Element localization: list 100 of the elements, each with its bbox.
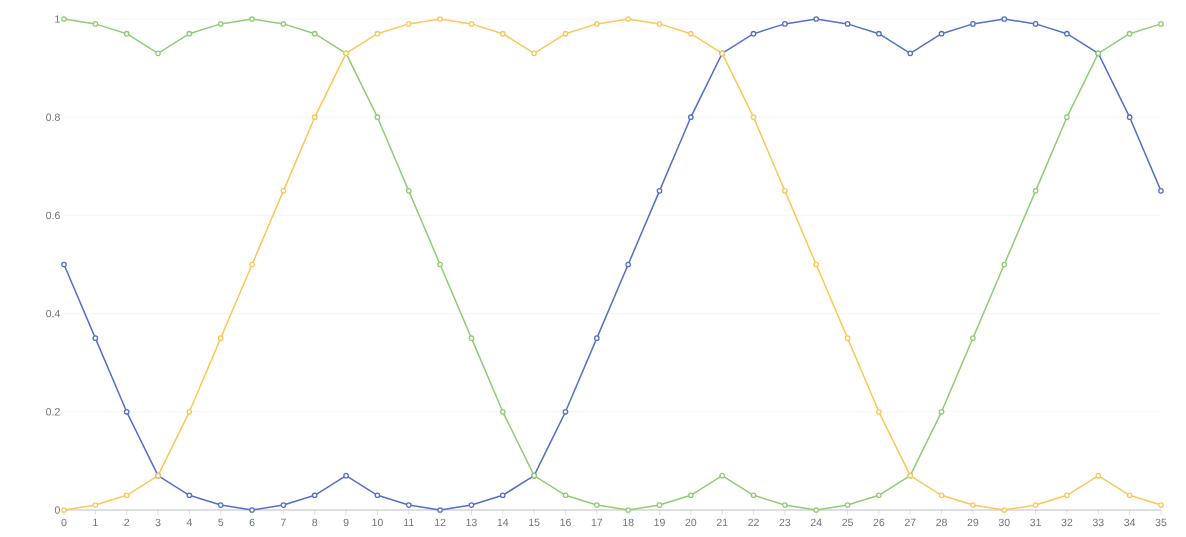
x-tick-label: 29 — [967, 518, 979, 527]
x-tick-label: 27 — [904, 518, 916, 527]
point — [562, 408, 569, 415]
x-tick-label: 20 — [685, 518, 697, 527]
point — [437, 507, 443, 513]
x-tick-label: 21 — [716, 518, 728, 527]
point — [186, 408, 193, 415]
point — [750, 114, 757, 121]
point — [186, 30, 193, 37]
point — [1126, 30, 1133, 37]
point — [1126, 492, 1133, 499]
x-tick-label: 13 — [466, 518, 477, 527]
point — [374, 492, 381, 499]
point — [1001, 507, 1008, 513]
x-tick-label: 11 — [404, 518, 414, 526]
point — [970, 335, 976, 341]
point — [1158, 21, 1164, 27]
point — [123, 408, 130, 415]
point — [437, 261, 443, 268]
y-tick-label: 0.2 — [46, 408, 60, 416]
point — [311, 492, 318, 499]
point — [938, 30, 945, 37]
point — [405, 21, 412, 27]
x-tick-label: 5 — [218, 518, 224, 527]
point — [687, 30, 694, 37]
point — [1032, 21, 1039, 27]
point — [938, 492, 945, 499]
point — [750, 30, 757, 37]
point — [1032, 502, 1039, 508]
point — [405, 187, 412, 194]
point — [437, 16, 443, 22]
point — [970, 21, 976, 27]
x-tick-label: 33 — [1092, 518, 1104, 527]
point — [249, 507, 255, 513]
x-tick-label: 7 — [281, 518, 286, 526]
y-tick-label: 1 — [55, 15, 60, 23]
point — [970, 502, 976, 508]
point — [625, 261, 632, 268]
point — [499, 492, 506, 499]
point — [750, 492, 757, 499]
point — [531, 50, 537, 57]
point — [562, 30, 569, 37]
x-tick-label: 34 — [1124, 518, 1136, 527]
point — [1001, 261, 1008, 268]
point — [782, 187, 788, 194]
point — [280, 502, 287, 508]
x-tick-label: 31 — [1030, 518, 1041, 527]
point — [280, 187, 287, 194]
point — [155, 50, 161, 57]
point — [217, 502, 224, 508]
point — [405, 502, 412, 508]
point — [217, 21, 224, 27]
x-tick-label: 32 — [1061, 518, 1073, 527]
point — [719, 472, 726, 479]
point — [813, 16, 820, 22]
point — [844, 335, 851, 341]
point — [782, 21, 788, 27]
y-tick-label: 0.6 — [46, 211, 60, 220]
point — [468, 335, 475, 341]
x-tick-label: 16 — [560, 518, 571, 527]
x-tick-label: 22 — [748, 518, 759, 527]
x-tick-label: 24 — [810, 518, 822, 527]
point — [656, 21, 663, 27]
point — [844, 502, 851, 508]
point — [593, 502, 600, 508]
x-tick-label: 30 — [998, 518, 1010, 527]
point — [92, 502, 99, 508]
point — [468, 21, 475, 27]
point — [61, 16, 67, 22]
x-tick-label: 28 — [936, 518, 947, 527]
point — [1158, 502, 1164, 508]
point — [876, 492, 882, 499]
x-tick-label: 14 — [497, 518, 509, 526]
point — [468, 502, 475, 508]
point — [311, 30, 318, 37]
point — [1064, 114, 1070, 121]
y-tick-label: 0.8 — [46, 113, 60, 121]
point — [123, 492, 130, 499]
x-tick-label: 25 — [842, 518, 853, 527]
x-tick-label: 6 — [249, 518, 255, 527]
point — [61, 261, 67, 268]
point — [217, 335, 224, 341]
point — [499, 30, 506, 37]
point — [907, 50, 914, 57]
point — [249, 261, 255, 268]
point — [1126, 114, 1133, 121]
x-tick-label: 2 — [124, 518, 130, 527]
point — [374, 114, 381, 121]
x-tick-label: 8 — [312, 518, 318, 527]
point — [938, 408, 945, 415]
point — [61, 507, 67, 513]
point — [876, 30, 882, 37]
point — [249, 16, 255, 22]
x-tick-label: 26 — [873, 518, 885, 527]
x-tick-label: 35 — [1155, 518, 1167, 527]
point — [656, 502, 663, 508]
x-tick-label: 17 — [591, 518, 603, 526]
point — [92, 21, 99, 27]
x-tick-label: 19 — [654, 518, 665, 527]
point — [656, 187, 663, 194]
